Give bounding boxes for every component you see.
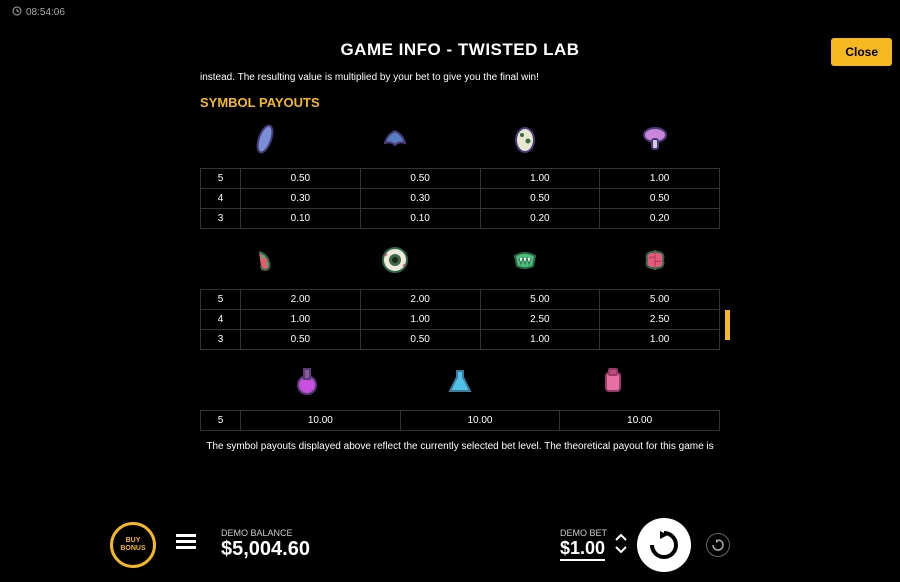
payout-table-tier2: 5 2.00 2.00 5.00 5.00 4 1.00 1.00 2.50 2… bbox=[200, 289, 720, 350]
bet-block: DEMO BET $1.00 bbox=[560, 528, 607, 561]
egg-icon bbox=[504, 118, 546, 160]
footer-text: The symbol payouts displayed above refle… bbox=[200, 441, 720, 452]
top-bar: 08:54:06 bbox=[0, 0, 900, 25]
bet-arrows bbox=[615, 533, 627, 557]
vial-pink-icon bbox=[592, 360, 634, 402]
payout-table-tier3: 5 10.00 10.00 10.00 bbox=[200, 410, 720, 431]
symbol-row-tier2 bbox=[200, 239, 720, 281]
teeth-icon bbox=[504, 239, 546, 281]
spin-icon bbox=[646, 527, 682, 563]
tentacle-icon bbox=[244, 239, 286, 281]
menu-icon[interactable] bbox=[176, 534, 196, 555]
buy-bonus-button[interactable]: BUY BONUS bbox=[110, 522, 156, 568]
balance-value: $5,004.60 bbox=[221, 538, 310, 561]
flask-blue-icon bbox=[439, 360, 481, 402]
table-row: 5 2.00 2.00 5.00 5.00 bbox=[201, 290, 720, 310]
scroll-indicator[interactable] bbox=[725, 310, 730, 340]
feather-icon bbox=[244, 118, 286, 160]
game-info-modal: GAME INFO - TWISTED LAB instead. The res… bbox=[200, 25, 720, 525]
auto-spin-icon bbox=[711, 538, 725, 552]
spin-button[interactable] bbox=[637, 518, 691, 572]
table-row: 4 0.30 0.30 0.50 0.50 bbox=[201, 189, 720, 209]
intro-text: instead. The resulting value is multipli… bbox=[200, 72, 720, 83]
bottom-bar: BUY BONUS DEMO BALANCE $5,004.60 DEMO BE… bbox=[0, 517, 900, 572]
bet-down-icon[interactable] bbox=[615, 546, 627, 557]
mushroom-icon bbox=[634, 118, 676, 160]
bet-up-icon[interactable] bbox=[615, 533, 627, 544]
potion-purple-icon bbox=[286, 360, 328, 402]
bat-icon bbox=[374, 118, 416, 160]
balance-label: DEMO BALANCE bbox=[221, 528, 310, 538]
section-title: SYMBOL PAYOUTS bbox=[200, 95, 720, 110]
clock-icon bbox=[12, 6, 22, 19]
bet-value: $1.00 bbox=[560, 538, 605, 561]
symbol-row-tier1 bbox=[200, 118, 720, 160]
modal-title: GAME INFO - TWISTED LAB bbox=[200, 40, 720, 60]
table-row: 3 0.50 0.50 1.00 1.00 bbox=[201, 330, 720, 350]
clock-time: 08:54:06 bbox=[26, 7, 65, 18]
eyeball-icon bbox=[374, 239, 416, 281]
balance-block: DEMO BALANCE $5,004.60 bbox=[221, 528, 310, 561]
main-content: GAME INFO - TWISTED LAB instead. The res… bbox=[0, 25, 900, 525]
table-row: 4 1.00 1.00 2.50 2.50 bbox=[201, 310, 720, 330]
payout-table-tier1: 5 0.50 0.50 1.00 1.00 4 0.30 0.30 0.50 0… bbox=[200, 168, 720, 229]
bet-label: DEMO BET bbox=[560, 528, 607, 538]
brain-icon bbox=[634, 239, 676, 281]
auto-spin-button[interactable] bbox=[706, 533, 730, 557]
table-row: 5 0.50 0.50 1.00 1.00 bbox=[201, 169, 720, 189]
table-row: 3 0.10 0.10 0.20 0.20 bbox=[201, 209, 720, 229]
table-row: 5 10.00 10.00 10.00 bbox=[201, 411, 720, 431]
symbol-row-tier3 bbox=[200, 360, 720, 402]
